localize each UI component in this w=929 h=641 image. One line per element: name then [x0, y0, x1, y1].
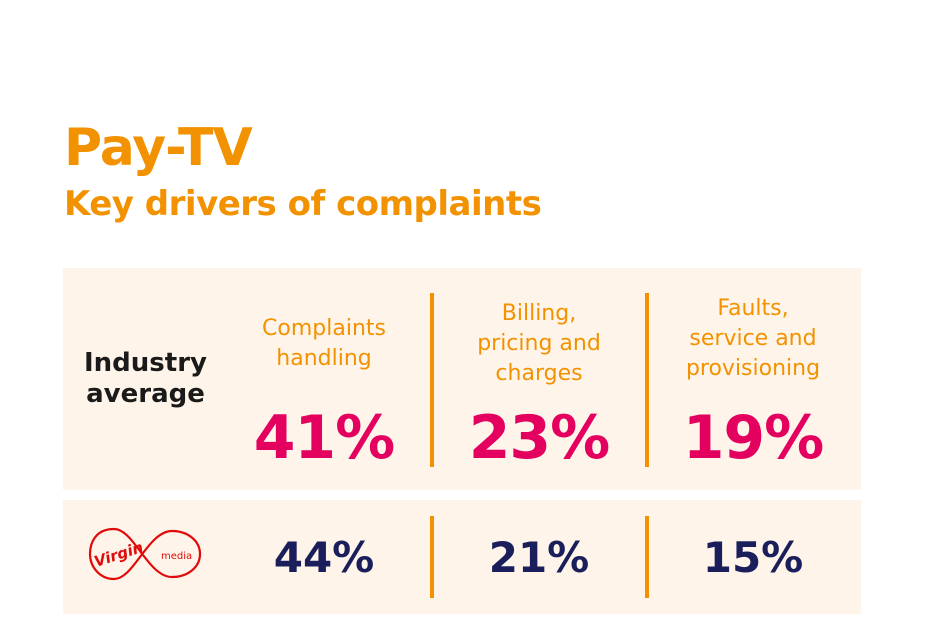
category-billing-pricing-charges: Billing, pricing and charges: [434, 299, 644, 389]
category-complaints-handling: Complaints handling: [219, 314, 429, 374]
category-label-line: pricing and: [477, 331, 601, 356]
category-label-line: charges: [495, 361, 583, 386]
industry-average-panel: [63, 268, 861, 490]
category-faults-service-provisioning: Faults, service and provisioning: [648, 294, 858, 384]
category-label-line: provisioning: [685, 356, 821, 381]
logo-text-media: media: [161, 551, 192, 562]
infinity-loop-icon: [88, 527, 202, 581]
page-subtitle: Key drivers of complaints: [64, 184, 542, 224]
column-divider: [430, 293, 434, 467]
category-label-line: handling: [276, 346, 372, 371]
industry-average-label-line: average: [86, 379, 205, 409]
category-label-line: Faults,: [717, 296, 789, 321]
industry-average-label: Industry average: [78, 348, 213, 410]
virgin-media-logo-graphic: Virgin media: [88, 527, 202, 581]
industry-value-faults: 19%: [682, 403, 825, 473]
provider-value-complaints-handling: 44%: [273, 533, 375, 582]
provider-value-billing: 21%: [488, 533, 590, 582]
page-title: Pay-TV: [64, 118, 253, 178]
column-divider: [645, 293, 649, 467]
industry-average-label-line: Industry: [84, 348, 207, 378]
category-label-line: Billing,: [501, 301, 577, 326]
category-label-line: Complaints: [262, 316, 386, 341]
provider-panel: [63, 500, 861, 614]
provider-value-faults: 15%: [702, 533, 804, 582]
column-divider: [645, 516, 649, 598]
virgin-media-logo: Virgin media: [86, 521, 206, 591]
logo-text-virgin: Virgin: [92, 538, 146, 571]
category-label-line: service and: [689, 326, 817, 351]
column-divider: [430, 516, 434, 598]
industry-value-billing: 23%: [468, 403, 611, 473]
industry-value-complaints-handling: 41%: [253, 403, 396, 473]
